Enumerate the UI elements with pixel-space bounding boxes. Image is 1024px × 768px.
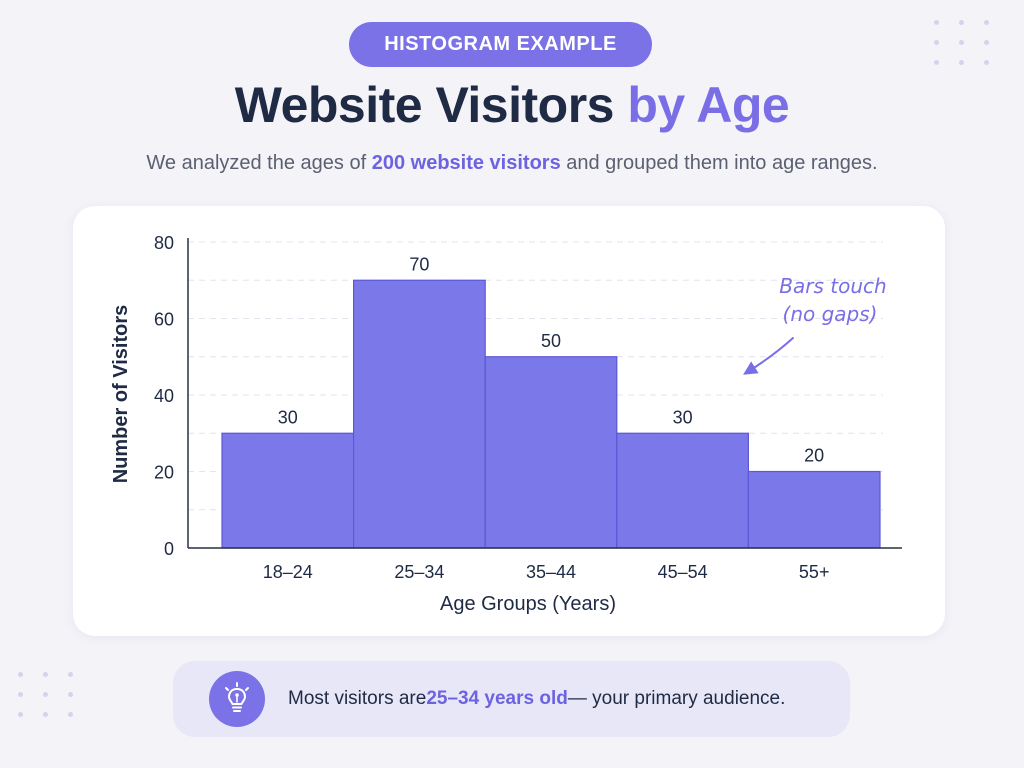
x-tick-label: 55+ <box>799 562 830 582</box>
x-tick-label: 18–24 <box>263 562 313 582</box>
chart-card: 0 20 40 60 80 30 18–24 70 25–34 50 35–44 30 45–54 20 5… <box>73 206 945 636</box>
page-subtitle: We analyzed the ages of 200 website visi… <box>0 152 1024 175</box>
x-tick-label: 35–44 <box>526 562 576 582</box>
y-tick-label: 0 <box>164 539 174 559</box>
bar-data-label: 30 <box>278 407 298 427</box>
y-axis-label: Number of Visitors <box>110 305 132 484</box>
histogram-chart: 0 20 40 60 80 30 18–24 70 25–34 50 35–44 30 45–54 20 5… <box>110 233 902 615</box>
annotation-line-1: Bars touch <box>779 274 886 298</box>
y-tick-label: 20 <box>154 463 174 483</box>
bar-data-label: 50 <box>541 331 561 351</box>
bar-data-label: 20 <box>804 446 824 466</box>
histogram-bar <box>484 356 618 549</box>
bar-data-label: 70 <box>409 254 429 274</box>
histogram-bar <box>353 279 486 549</box>
subtitle-pre: We analyzed the ages of <box>146 152 372 174</box>
insight-text: Most visitors are 25–34 years old — your… <box>288 661 785 737</box>
lightbulb-icon <box>209 671 265 727</box>
x-tick-label: 45–54 <box>658 562 708 582</box>
subtitle-post: and grouped them into age ranges. <box>560 152 878 174</box>
decorative-dots-bottom-left <box>18 672 74 718</box>
annotation-arrow <box>743 337 794 375</box>
subtitle-highlight: 200 website visitors <box>371 152 561 174</box>
histogram-bar <box>616 432 749 549</box>
title-main: Website Visitors <box>234 77 628 133</box>
insight-text-pre: Most visitors are <box>288 688 427 709</box>
histogram-bar <box>747 470 881 549</box>
bar-data-label: 30 <box>673 407 693 427</box>
histogram-bar <box>221 432 355 549</box>
x-tick-label: 25–34 <box>394 562 444 582</box>
insight-callout: Most visitors are 25–34 years old — your… <box>173 661 850 737</box>
y-tick-label: 60 <box>154 310 174 330</box>
page-title: Website Visitors by Age <box>0 76 1024 134</box>
y-tick-label: 80 <box>154 233 174 253</box>
y-tick-label: 40 <box>154 386 174 406</box>
insight-text-highlight: 25–34 years old <box>426 688 568 709</box>
annotation-line-2: (no gaps) <box>783 302 878 326</box>
histogram-badge: HISTOGRAM EXAMPLE <box>349 22 652 67</box>
decorative-dots-top-right <box>934 20 990 66</box>
title-accent: by Age <box>627 77 790 133</box>
insight-text-post: — your primary audience. <box>567 688 786 709</box>
x-axis-label: Age Groups (Years) <box>440 593 616 615</box>
